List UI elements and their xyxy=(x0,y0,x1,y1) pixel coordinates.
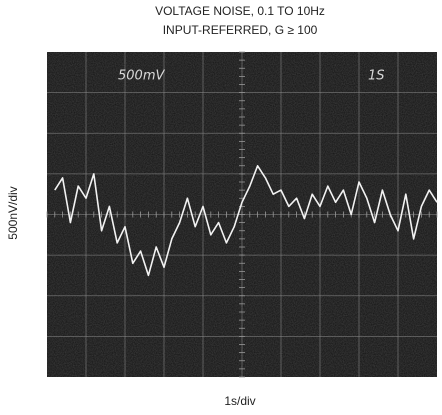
chart-subtitle: INPUT-REFERRED, G ≥ 100 xyxy=(163,23,318,37)
y-axis-label: 500nV/div xyxy=(6,186,20,239)
x-axis-label: 1s/div xyxy=(224,394,255,408)
chart: VOLTAGE NOISE, 0.1 TO 10Hz INPUT-REFERRE… xyxy=(0,0,442,415)
scope-volts-label: 500mV xyxy=(118,69,165,84)
chart-title: VOLTAGE NOISE, 0.1 TO 10Hz xyxy=(155,4,325,18)
scope-time-label: 1S xyxy=(368,69,385,84)
